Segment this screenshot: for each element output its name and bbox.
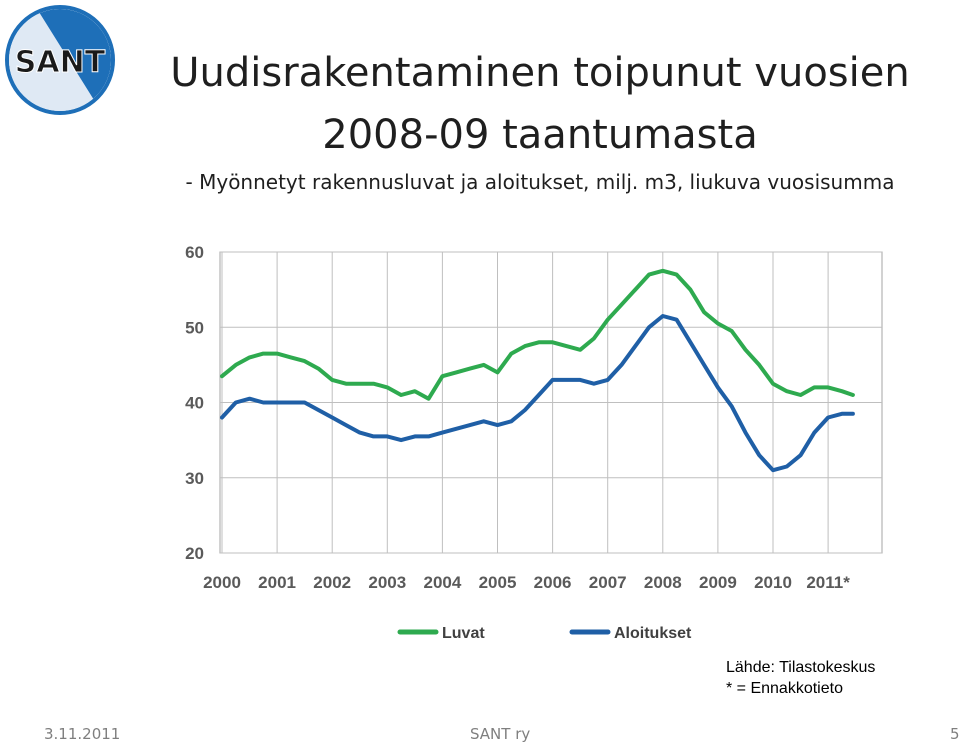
series-line-aloitukset [220,314,855,473]
page-title-line-1: Uudisrakentaminen toipunut vuosien [170,50,910,96]
y-tick-label: 60 [185,243,204,262]
legend-label-aloitukset: Aloitukset [614,625,692,642]
source-note: Lähde: Tilastokeskus * = Ennakkotieto [726,657,875,699]
x-tick-label: 2007 [589,573,627,592]
source-line: Lähde: Tilastokeskus [726,659,876,676]
y-tick-label: 30 [185,469,204,488]
chart-grid [219,251,883,554]
y-tick-label: 50 [185,318,204,337]
page-subtitle: - Myönnetyt rakennusluvat ja aloitukset,… [185,170,895,194]
y-tick-label: 40 [185,394,204,413]
x-tick-label: 2008 [644,573,682,592]
x-tick-label: 2006 [534,573,572,592]
logo-text: SANT [15,45,106,80]
x-tick-label: 2001 [258,573,296,592]
logo-blue-half [34,9,111,111]
chart-legend: Luvat Aloitukset [397,625,692,642]
chart-axes: 2000 2001 2002 2003 2004 2005 2006 2007 2008 2009… [185,243,850,592]
sant-logo: SANT [5,5,115,115]
legend-label-luvat: Luvat [442,625,485,642]
x-tick-label: 2005 [479,573,517,592]
x-tick-label: 2010 [754,573,792,592]
footer-organization: SANT ry [470,725,531,743]
footer-date: 3.11.2011 [44,725,121,743]
page-title-line-2: 2008-09 taantumasta [322,112,758,158]
x-tick-label: 2004 [423,573,461,592]
chart-series [220,268,855,473]
x-tick-label: 2009 [699,573,737,592]
x-tick-label: 2000 [203,573,241,592]
series-line-luvat [220,268,855,401]
x-tick-label: 2011* [806,573,850,592]
y-tick-label: 20 [185,544,204,563]
preliminary-note: * = Ennakkotieto [726,680,843,697]
footer-page-number: 5 [950,725,960,743]
x-tick-label: 2002 [313,573,351,592]
x-tick-label: 2003 [368,573,406,592]
